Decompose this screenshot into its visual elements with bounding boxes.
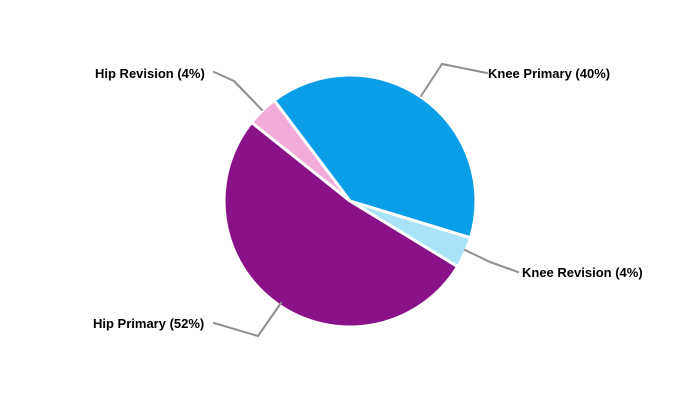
slice-label-hip-revision: Hip Revision (4%)	[95, 66, 205, 81]
leader-line-hip-revision	[213, 71, 263, 111]
pie-slice-hip-primary	[222, 120, 460, 329]
slice-label-hip-primary: Hip Primary (52%)	[93, 316, 204, 331]
leader-line-hip-primary	[213, 302, 282, 337]
pie-slice-knee-primary	[272, 73, 478, 240]
leader-line-knee-revision	[464, 249, 519, 273]
slice-label-knee-primary: Knee Primary (40%)	[488, 66, 610, 81]
leader-line-knee-primary	[420, 63, 488, 97]
slice-label-knee-revision: Knee Revision (4%)	[522, 265, 643, 280]
